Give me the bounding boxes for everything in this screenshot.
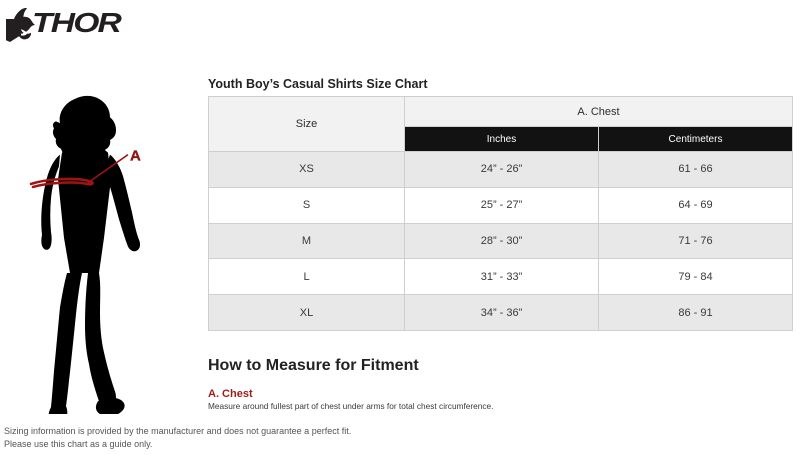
svg-text:THOR: THOR bbox=[32, 7, 123, 38]
svg-text:A: A bbox=[130, 149, 141, 165]
